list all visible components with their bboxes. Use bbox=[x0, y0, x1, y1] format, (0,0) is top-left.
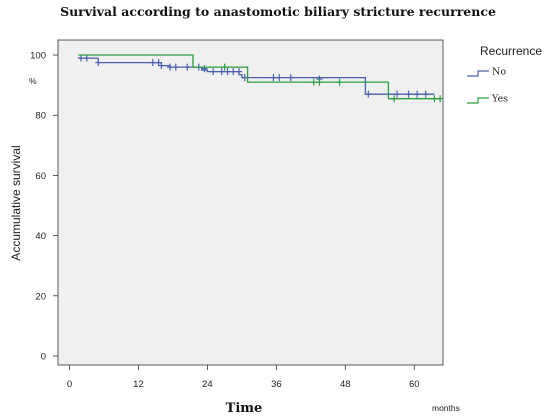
plot-area bbox=[57, 39, 444, 366]
y-unit-label: % bbox=[29, 76, 37, 86]
censor-mark-no bbox=[270, 74, 277, 82]
x-tick-label: 0 bbox=[67, 379, 72, 390]
censor-mark-yes bbox=[437, 95, 444, 103]
legend: Recurrence No Yes bbox=[467, 44, 542, 105]
y-tick-label: 0 bbox=[41, 351, 46, 362]
legend-swatch-yes bbox=[467, 97, 489, 104]
censor-mark-no bbox=[83, 54, 90, 62]
series-layer bbox=[77, 54, 444, 103]
censor-mark-no bbox=[394, 90, 401, 98]
censor-mark-no bbox=[210, 68, 217, 76]
legend-label-yes: Yes bbox=[491, 94, 508, 105]
censor-mark-no bbox=[287, 74, 294, 82]
legend-title: Recurrence bbox=[480, 44, 542, 58]
censor-mark-no bbox=[155, 59, 162, 67]
series-line-yes bbox=[78, 54, 441, 100]
chart-title: Survival according to anastomotic biliar… bbox=[60, 4, 496, 19]
censor-mark-no bbox=[224, 68, 231, 76]
censor-mark-no bbox=[276, 74, 283, 82]
legend-item-yes: Yes bbox=[467, 94, 508, 105]
censor-mark-no bbox=[405, 90, 412, 98]
y-tick-label: 40 bbox=[35, 231, 46, 242]
legend-item-no: No bbox=[467, 67, 506, 78]
x-tick-label: 60 bbox=[409, 379, 420, 390]
censor-mark-no bbox=[77, 54, 84, 62]
legend-label-no: No bbox=[492, 67, 506, 78]
censor-mark-no bbox=[218, 68, 225, 76]
censor-mark-no bbox=[95, 59, 102, 67]
y-tick-label: 100 bbox=[30, 51, 46, 62]
censor-mark-no bbox=[241, 74, 248, 82]
y-tick-label: 80 bbox=[35, 111, 46, 122]
censor-mark-no bbox=[158, 62, 165, 70]
x-tick-label: 12 bbox=[133, 379, 144, 390]
censor-mark-no bbox=[172, 63, 179, 71]
censor-mark-no bbox=[167, 63, 174, 71]
censor-mark-no bbox=[149, 59, 156, 67]
legend-items: No Yes bbox=[467, 67, 508, 105]
x-axis-label: Time bbox=[226, 401, 263, 416]
legend-swatch-no bbox=[467, 70, 489, 77]
censor-mark-yes bbox=[391, 95, 398, 103]
censor-mark-no bbox=[365, 90, 372, 98]
tick-layer: 0 20 40 60 80 100 0 12 24 36 48 60 bbox=[30, 51, 419, 390]
censor-mark-no bbox=[184, 63, 191, 71]
censor-mark-yes bbox=[336, 78, 343, 86]
censor-mark-no bbox=[422, 90, 429, 98]
y-axis-label: Accumulative survival bbox=[9, 145, 23, 260]
censor-mark-no bbox=[201, 65, 208, 73]
censor-mark-no bbox=[230, 68, 237, 76]
x-tick-label: 24 bbox=[202, 379, 213, 390]
censor-mark-yes bbox=[310, 78, 317, 86]
y-tick-label: 60 bbox=[35, 171, 46, 182]
x-unit-label: months bbox=[432, 403, 460, 413]
x-tick-label: 36 bbox=[271, 379, 282, 390]
censor-mark-no bbox=[236, 68, 243, 76]
censor-mark-yes bbox=[431, 95, 438, 103]
censor-mark-yes bbox=[316, 78, 323, 86]
x-tick-label: 48 bbox=[340, 379, 351, 390]
censor-mark-no bbox=[414, 90, 421, 98]
censor-mark-yes bbox=[221, 63, 228, 71]
y-tick-label: 20 bbox=[35, 291, 46, 302]
